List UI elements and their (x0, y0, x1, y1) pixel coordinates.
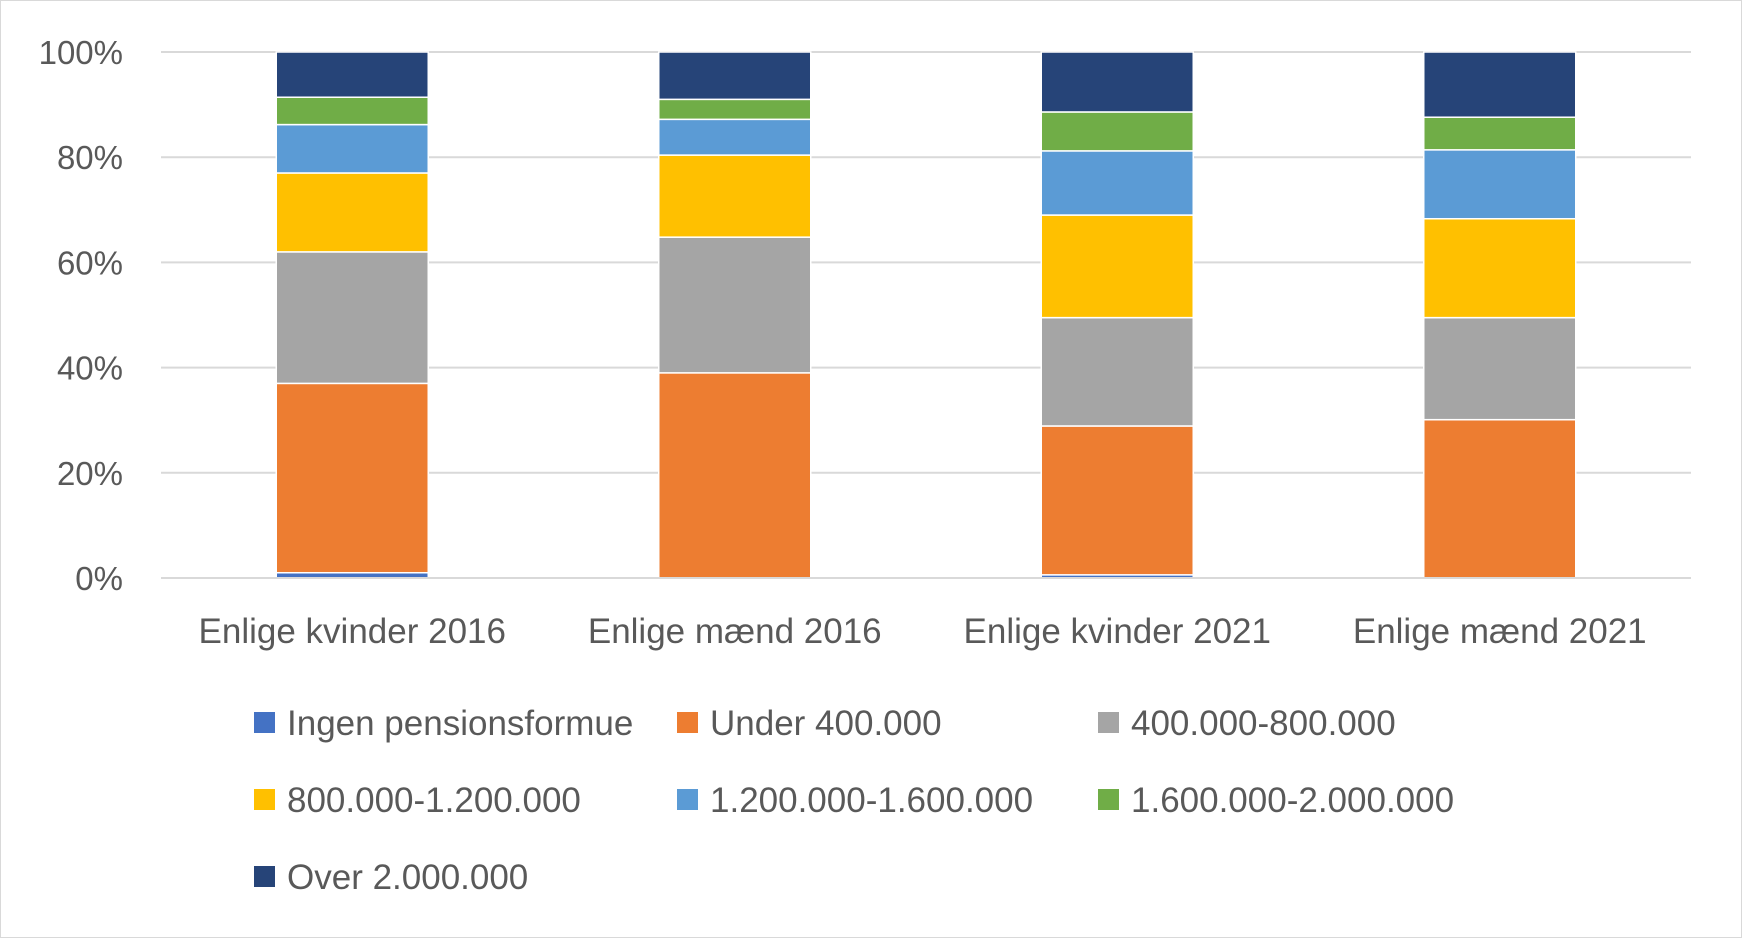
bar-segment (275, 123, 429, 174)
bar-segment (275, 382, 429, 574)
y-tick-label: 40% (57, 350, 123, 387)
bar-segment (1423, 316, 1577, 421)
x-category-label: Enlige kvinder 2021 (964, 612, 1271, 651)
bar-segment (1423, 418, 1577, 579)
legend-label: 1.600.000-2.000.000 (1131, 781, 1454, 820)
legend-swatch (254, 866, 275, 887)
legend-label: Under 400.000 (710, 704, 942, 743)
x-category-label: Enlige mænd 2021 (1353, 612, 1647, 651)
legend-swatch (1098, 712, 1119, 733)
legend-swatch (1098, 789, 1119, 810)
y-tick-label: 0% (75, 560, 123, 597)
y-axis-tick-labels: 0% 20% 40% 60% 80% 100% (39, 34, 123, 597)
bar-segment (1423, 51, 1577, 118)
bar-segment (1423, 217, 1577, 319)
bar-segment (1040, 316, 1194, 427)
legend-swatch (677, 712, 698, 733)
legend-label: Ingen pensionsformue (287, 704, 633, 743)
bar-segment (658, 236, 812, 374)
y-tick-label: 100% (39, 34, 123, 71)
bar-segment (658, 372, 812, 579)
legend-label: 800.000-1.200.000 (287, 781, 581, 820)
bar-segment (1423, 149, 1577, 220)
legend-label: Over 2.000.000 (287, 858, 528, 897)
legend-swatch (677, 789, 698, 810)
bar-segment (1040, 111, 1194, 152)
bar-segment (658, 98, 812, 121)
x-axis-category-labels: Enlige kvinder 2016 Enlige mænd 2016 Enlig… (199, 612, 1647, 651)
bar-segment (275, 96, 429, 126)
bar-segment (1040, 51, 1194, 113)
legend-label: 400.000-800.000 (1131, 704, 1396, 743)
y-tick-label: 60% (57, 244, 123, 281)
bar-segment (275, 172, 429, 253)
legend-swatch (254, 789, 275, 810)
bar-segment (275, 251, 429, 385)
bar-segment (1040, 425, 1194, 576)
bar-segment (1423, 116, 1577, 151)
legend: Ingen pensionsformue Under 400.000 400.000… (254, 704, 1454, 897)
x-category-label: Enlige kvinder 2016 (199, 612, 506, 651)
bar-segment (658, 118, 812, 156)
bar-segment (275, 51, 429, 98)
bar-segment (1040, 214, 1194, 319)
y-tick-label: 80% (57, 139, 123, 176)
y-tick-label: 20% (57, 455, 123, 492)
bar-segment (658, 51, 812, 101)
legend-label: 1.200.000-1.600.000 (710, 781, 1033, 820)
x-category-label: Enlige mænd 2016 (588, 612, 882, 651)
bar-segment (658, 154, 812, 238)
bars (275, 51, 1577, 579)
bar-segment (1040, 150, 1194, 216)
legend-swatch (254, 712, 275, 733)
